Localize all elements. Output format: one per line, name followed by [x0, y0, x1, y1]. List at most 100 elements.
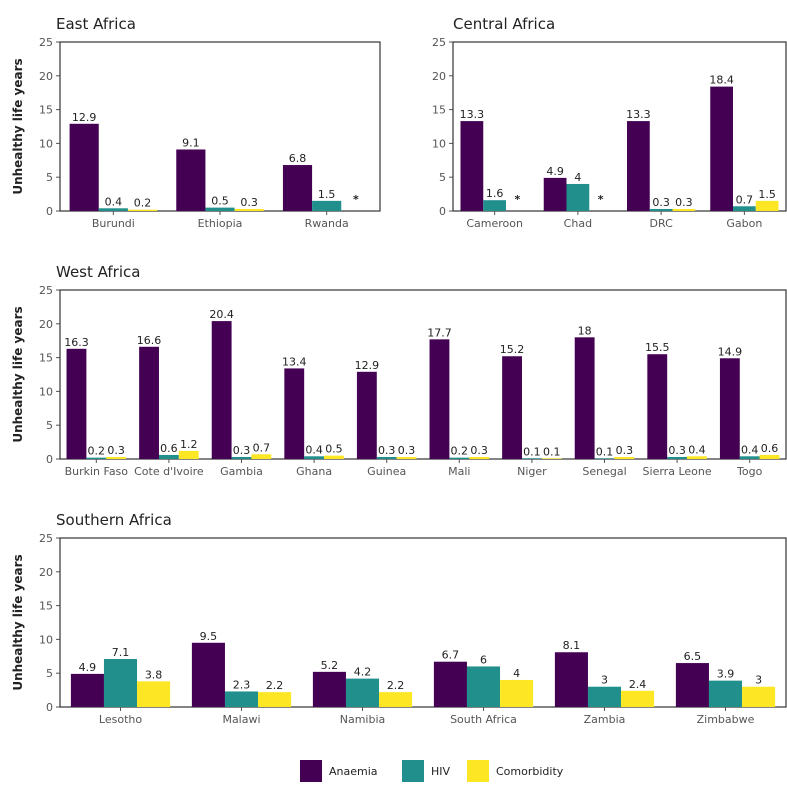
data-label: 4.9 — [79, 661, 97, 674]
bar-anaemia — [543, 177, 567, 211]
data-label: 4.9 — [546, 165, 564, 178]
bar-hiv — [376, 456, 397, 459]
data-label: 8.1 — [563, 639, 581, 652]
y-tick-label: 25 — [39, 36, 53, 49]
x-tick-label: Gambia — [220, 465, 263, 478]
y-tick-label: 15 — [432, 104, 446, 117]
bar-anaemia — [139, 346, 159, 459]
bar-anaemia — [710, 86, 733, 211]
data-label: 0.1 — [543, 445, 561, 458]
bar-anaemia — [284, 368, 305, 459]
legend-label: Anaemia — [329, 765, 378, 778]
bar-comorbidity — [687, 456, 707, 459]
y-tick-label: 20 — [432, 70, 446, 83]
y-tick-label: 25 — [39, 532, 53, 545]
y-tick-label: 15 — [39, 352, 53, 365]
bar-anaemia — [502, 356, 522, 459]
data-label: 12.9 — [355, 359, 380, 372]
data-label: 0.4 — [105, 195, 123, 208]
bar-hiv — [98, 208, 128, 211]
bar-comorbidity — [106, 456, 127, 459]
bar-comorbidity — [258, 692, 292, 707]
missing-marker: * — [353, 193, 359, 206]
bar-comorbidity — [742, 686, 776, 707]
panel-title: West Africa — [56, 263, 140, 281]
bar-comorbidity — [541, 458, 562, 459]
data-label: 16.6 — [137, 334, 162, 347]
data-label: 9.5 — [200, 630, 218, 643]
bar-hiv — [466, 666, 501, 707]
x-tick-label: Togo — [736, 465, 763, 478]
bar-anaemia — [460, 121, 484, 211]
data-label: 15.2 — [500, 343, 525, 356]
data-label: 1.2 — [180, 438, 198, 451]
bar-anaemia — [647, 354, 668, 459]
bar-comorbidity — [178, 450, 199, 459]
data-label: 0.1 — [523, 445, 541, 458]
bar-comorbidity — [621, 690, 655, 707]
data-label: 5.2 — [321, 659, 339, 672]
data-label: 0.4 — [688, 443, 706, 456]
bar-hiv — [231, 456, 252, 459]
y-axis-label: Unhealthy life years — [11, 306, 25, 442]
bar-anaemia — [211, 321, 232, 459]
bar-comorbidity — [396, 456, 417, 459]
x-tick-label: DRC — [650, 217, 674, 230]
x-tick-label: South Africa — [450, 713, 517, 726]
panel-title: Southern Africa — [56, 511, 172, 529]
data-label: 0.2 — [88, 445, 106, 458]
y-tick-label: 10 — [39, 633, 53, 646]
y-axis-label: Unhealthy life years — [11, 58, 25, 194]
bar-comorbidity — [127, 209, 158, 211]
bar-anaemia — [70, 673, 104, 707]
x-tick-label: Zambia — [584, 713, 626, 726]
bar-hiv — [667, 456, 688, 459]
panel-title: Central Africa — [453, 15, 555, 33]
x-tick-label: Mali — [448, 465, 470, 478]
missing-marker: * — [514, 193, 520, 206]
data-label: 1.5 — [758, 188, 776, 201]
data-label: 0.5 — [325, 443, 343, 456]
data-label: 18 — [578, 324, 592, 337]
bar-anaemia — [312, 671, 346, 707]
bar-hiv — [103, 659, 138, 707]
data-label: 3.8 — [145, 668, 163, 681]
bar-comorbidity — [379, 692, 413, 707]
data-label: 4.2 — [354, 666, 372, 679]
data-label: 0.7 — [736, 193, 754, 206]
bar-comorbidity — [324, 455, 344, 459]
bar-comorbidity — [614, 456, 635, 459]
bar-hiv — [566, 183, 590, 211]
y-tick-label: 5 — [46, 419, 53, 432]
x-tick-label: Zimbabwe — [697, 713, 755, 726]
data-label: 15.5 — [645, 341, 670, 354]
legend-swatch — [300, 760, 322, 782]
data-label: 13.3 — [626, 108, 651, 121]
bar-anaemia — [574, 337, 595, 459]
bar-hiv — [312, 200, 342, 211]
data-label: 0.2 — [451, 445, 469, 458]
panel-frame — [59, 41, 381, 212]
data-label: 6 — [480, 653, 487, 666]
bar-hiv — [304, 456, 325, 459]
bar-hiv — [449, 457, 470, 459]
legend-swatch — [402, 760, 424, 782]
data-label: 13.4 — [282, 355, 307, 368]
x-tick-label: Gabon — [726, 217, 762, 230]
bar-comorbidity — [234, 208, 264, 211]
y-tick-label: 20 — [39, 70, 53, 83]
data-label: 16.3 — [64, 336, 89, 349]
bar-hiv — [739, 456, 760, 459]
x-tick-label: Ghana — [296, 465, 332, 478]
x-tick-label: Sierra Leone — [643, 465, 712, 478]
x-tick-label: Namibia — [340, 713, 386, 726]
panel-frame — [452, 41, 787, 212]
data-label: 4 — [574, 171, 581, 184]
y-tick-label: 20 — [39, 566, 53, 579]
y-tick-label: 10 — [39, 385, 53, 398]
bar-comorbidity — [251, 454, 272, 459]
data-label: 0.3 — [398, 444, 416, 457]
bar-hiv — [86, 457, 107, 459]
panel-frame — [59, 289, 787, 460]
y-tick-label: 15 — [39, 600, 53, 613]
